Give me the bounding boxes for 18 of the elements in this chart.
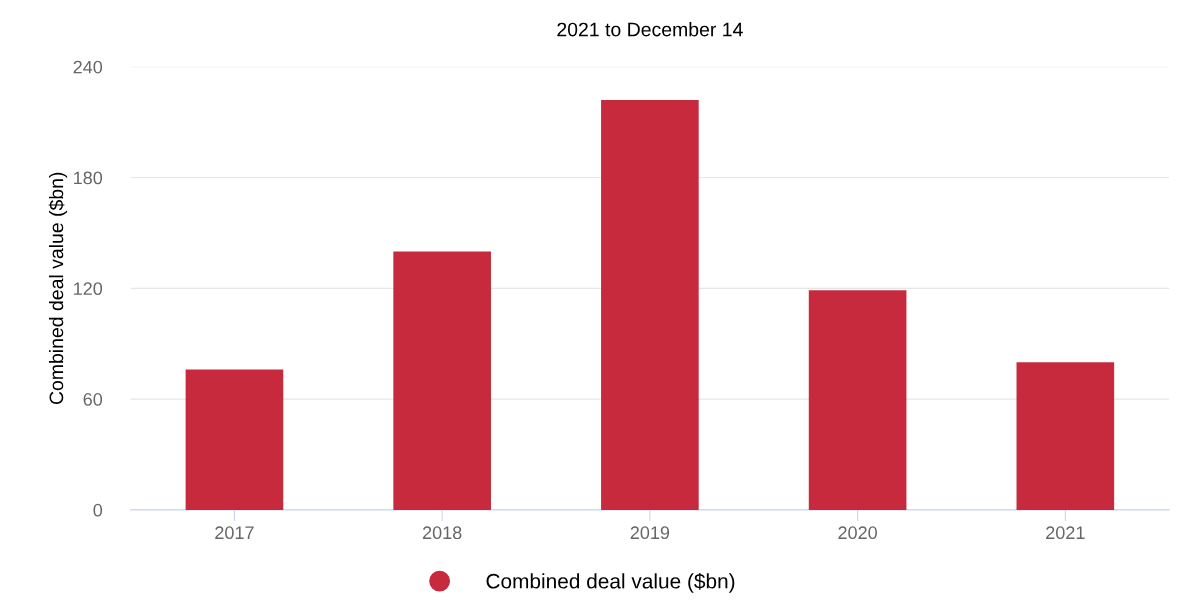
bar xyxy=(185,369,284,510)
bar xyxy=(601,100,699,510)
legend-label: Combined deal value ($bn) xyxy=(486,572,735,593)
bar xyxy=(393,251,491,510)
x-tick-label: 2021 xyxy=(1046,526,1085,540)
x-tick-label: 2018 xyxy=(422,526,462,540)
y-tick-label: 60 xyxy=(83,393,103,406)
y-tick-label: 240 xyxy=(73,60,103,74)
x-tick-label: 2017 xyxy=(215,526,254,540)
y-tick-label: 180 xyxy=(74,171,103,185)
y-axis-title: Combined deal value ($bn) xyxy=(48,172,68,405)
x-tick-label: 2020 xyxy=(838,526,877,540)
chart-title: 2021 to December 14 xyxy=(557,22,743,37)
bar xyxy=(1016,362,1115,510)
x-tick-label: 2019 xyxy=(630,526,670,540)
bar xyxy=(808,290,907,510)
y-tick-label: 0 xyxy=(93,503,103,517)
y-tick-label: 120 xyxy=(74,282,103,296)
